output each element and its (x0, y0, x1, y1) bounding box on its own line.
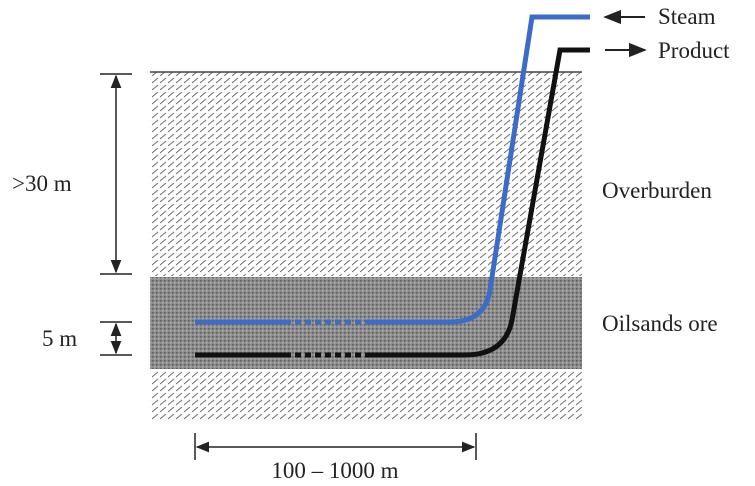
length-dimension (194, 433, 477, 460)
thickness-dimension (100, 321, 132, 356)
steam-label: Steam (658, 4, 716, 29)
steam-well (195, 14, 590, 325)
product-well (195, 47, 590, 358)
thickness-label: 5 m (42, 326, 77, 351)
overburden-label: Overburden (602, 178, 712, 203)
length-label: 100 – 1000 m (271, 458, 398, 483)
ore-label: Oilsands ore (602, 311, 718, 336)
underburden-layer (150, 371, 582, 421)
depth-dimension (100, 73, 132, 275)
product-label: Product (658, 38, 730, 63)
depth-label: >30 m (12, 171, 72, 196)
